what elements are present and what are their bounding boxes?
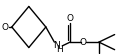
Text: N: N (54, 41, 60, 50)
Text: H: H (56, 45, 63, 54)
Text: O: O (80, 38, 87, 47)
Text: O: O (2, 23, 9, 31)
Text: O: O (67, 14, 74, 23)
